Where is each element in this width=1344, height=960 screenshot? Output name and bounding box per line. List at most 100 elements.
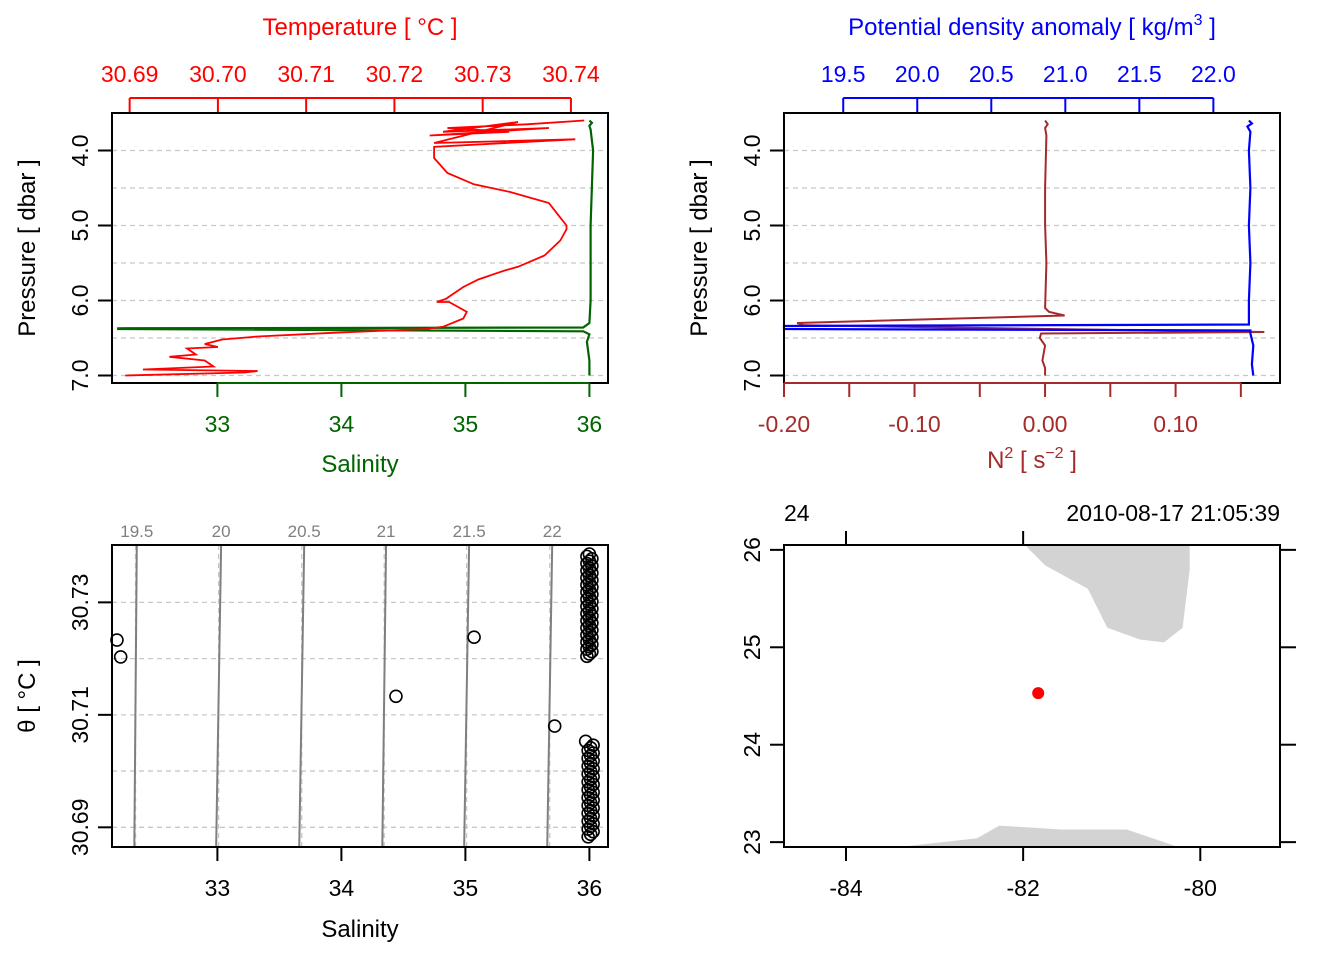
ts-point xyxy=(580,628,594,642)
p3-grid xyxy=(112,545,608,847)
temperature-tick-label: 30.71 xyxy=(277,61,335,87)
ts-point xyxy=(467,630,481,645)
p2-pressure-tick-label: 7.0 xyxy=(739,360,765,392)
n2-tick-label: -0.20 xyxy=(758,411,810,437)
salinity-tick-label: 34 xyxy=(329,411,355,437)
isopycnal-line xyxy=(463,544,471,848)
longitude-tick-label: -82 xyxy=(1007,875,1040,901)
p2-grid xyxy=(784,149,1280,377)
panel-ts-diagram: 19.5 20 20.5 21 21.5 22 33 34 35 36 30.6930.7130… xyxy=(14,522,609,943)
ts-point xyxy=(580,592,594,607)
ts-point xyxy=(389,689,403,704)
theta-tick-label: 30.73 xyxy=(67,574,93,632)
theta-axis-title: θ [ °C ] xyxy=(14,659,41,733)
latitude-tick-label: 23 xyxy=(739,829,765,855)
latitude-tick-label: 25 xyxy=(739,634,765,660)
ts-point xyxy=(580,642,594,657)
ts-point xyxy=(580,635,594,649)
ts-point xyxy=(113,650,128,664)
p2-pressure-axis-title: Pressure [ dbar ] xyxy=(686,159,713,336)
ts-point xyxy=(547,719,562,733)
latitude-tick-label: 26 xyxy=(739,537,765,563)
density-axis-title: Potential density anomaly [ kg/m3 ] xyxy=(848,12,1216,41)
isopycnal-line xyxy=(133,544,138,848)
n2-profile-line xyxy=(796,119,1265,376)
ts-point xyxy=(582,547,597,561)
ts-point xyxy=(580,585,594,599)
isopycnal-line xyxy=(381,544,388,848)
p3-salinity-tick-label: 35 xyxy=(453,875,479,901)
n2-tick-label: 0.00 xyxy=(1023,411,1068,437)
p4-frame xyxy=(783,544,1281,848)
temperature-axis-title: Temperature [ °C ] xyxy=(263,14,458,41)
temperature-axis: 30.69 30.70 30.71 30.72 30.73 30.74 xyxy=(101,61,600,112)
p3-salinity-tick-label: 33 xyxy=(205,875,231,901)
p3-salinity-axis: 33 34 35 36 xyxy=(205,846,603,901)
latitude-tick-label: 24 xyxy=(739,732,765,758)
density-tick-label: 22.0 xyxy=(1191,61,1236,87)
ts-point xyxy=(580,571,594,585)
p1-grid xyxy=(112,149,608,377)
isopycnal-lines: 19.5 20 20.5 21 21.5 22 xyxy=(120,522,562,848)
temperature-profile-line xyxy=(125,119,585,377)
isopycnal-line xyxy=(215,544,223,848)
density-axis: 19.5 20.0 20.5 21.0 21.5 22.0 xyxy=(821,61,1236,112)
p2-pressure-tick-label: 5.0 xyxy=(739,210,765,242)
ts-point xyxy=(583,741,598,755)
n2-axis: -0.20 -0.10 0.00 0.10 xyxy=(758,382,1242,437)
p2-frame xyxy=(783,112,1281,384)
pressure-tick-label: 6.0 xyxy=(67,285,93,317)
ts-point xyxy=(110,633,124,647)
ts-point xyxy=(580,606,594,621)
temperature-tick-label: 30.72 xyxy=(366,61,424,87)
ts-point xyxy=(586,738,600,753)
density-tick-label: 20.5 xyxy=(969,61,1014,87)
isopycnal-label: 22 xyxy=(543,522,562,541)
ts-point xyxy=(580,549,594,564)
salinity-tick-label: 33 xyxy=(205,411,231,437)
panel-station-map: -84 -82 -80 23 24 25 26 24 2010-08-17 21:05:39 xyxy=(739,500,1296,901)
theta-tick-label: 30.69 xyxy=(67,799,93,857)
ts-point xyxy=(580,620,594,635)
station-timestamp: 2010-08-17 21:05:39 xyxy=(1066,500,1280,526)
panel-temperature-salinity: 30.69 30.70 30.71 30.72 30.73 30.74 33 34 35 36 … xyxy=(14,14,609,478)
temperature-tick-label: 30.70 xyxy=(189,61,247,87)
isopycnal-line xyxy=(298,544,306,848)
p3-salinity-tick-label: 36 xyxy=(577,875,603,901)
temperature-tick-label: 30.73 xyxy=(454,61,512,87)
pressure-axis: 4.0 5.0 6.0 7.0 xyxy=(67,135,112,391)
pressure-tick-label: 4.0 xyxy=(67,135,93,167)
salinity-tick-label: 36 xyxy=(577,411,603,437)
longitude-tick-label: -80 xyxy=(1184,875,1217,901)
p1-frame xyxy=(111,112,609,384)
density-tick-label: 20.0 xyxy=(895,61,940,87)
pressure-tick-label: 5.0 xyxy=(67,210,93,242)
station-marker xyxy=(1032,687,1045,700)
ts-points xyxy=(110,547,600,844)
p3-salinity-axis-title: Salinity xyxy=(321,916,398,943)
density-profile-line xyxy=(782,119,1255,376)
p3-salinity-tick-label: 34 xyxy=(329,875,355,901)
map-axes: -84 -82 -80 23 24 25 26 xyxy=(739,531,1296,901)
salinity-profile-line xyxy=(117,119,595,376)
n2-tick-label: 0.10 xyxy=(1153,411,1198,437)
temperature-tick-label: 30.69 xyxy=(101,61,159,87)
isopycnal-line xyxy=(546,544,554,848)
ts-point xyxy=(580,649,594,664)
theta-tick-label: 30.71 xyxy=(67,686,93,744)
density-tick-label: 21.0 xyxy=(1043,61,1088,87)
density-tick-label: 19.5 xyxy=(821,61,866,87)
pressure-axis-title: Pressure [ dbar ] xyxy=(14,159,41,336)
salinity-tick-label: 35 xyxy=(453,411,479,437)
land-south xyxy=(899,825,1179,847)
salinity-axis: 33 34 35 36 xyxy=(205,382,603,437)
isopycnal-label: 20 xyxy=(212,522,231,541)
density-tick-label: 21.5 xyxy=(1117,61,1162,87)
theta-axis: 30.69 30.71 30.73 xyxy=(67,574,112,857)
p2-pressure-tick-label: 4.0 xyxy=(739,135,765,167)
n2-tick-label: -0.10 xyxy=(888,411,940,437)
longitude-tick-label: -84 xyxy=(829,875,862,901)
p3-frame xyxy=(111,544,609,848)
temperature-tick-label: 30.74 xyxy=(542,61,600,87)
